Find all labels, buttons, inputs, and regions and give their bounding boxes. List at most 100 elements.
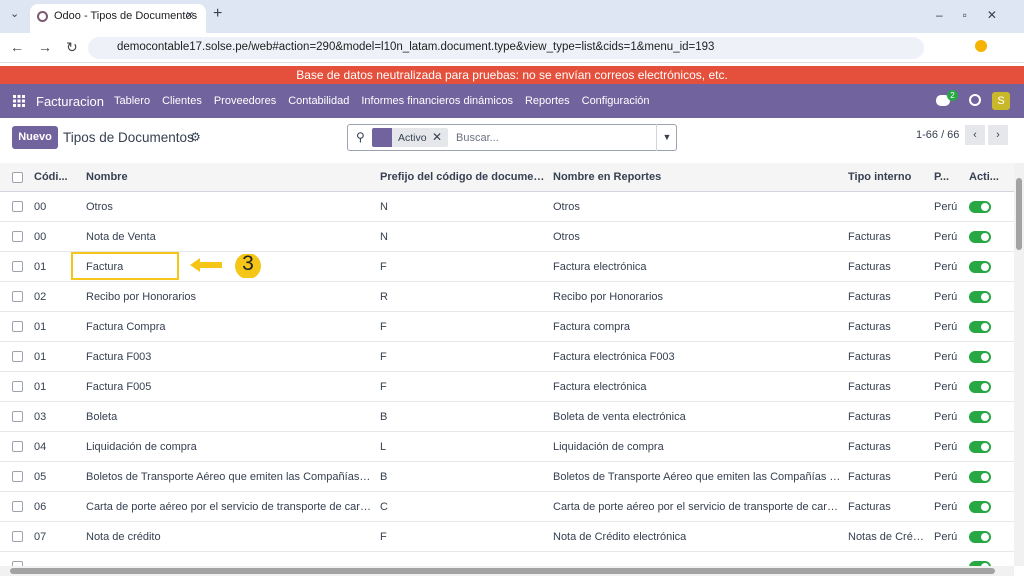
column-header[interactable]: P... xyxy=(934,171,950,183)
menu-item[interactable]: Tablero xyxy=(114,95,151,107)
facet-icon xyxy=(372,128,392,147)
search-box[interactable] xyxy=(347,124,677,151)
list-row[interactable]: 03 Boleta B Boleta de venta electrónica Fact… xyxy=(0,402,1014,432)
cell: Facturas xyxy=(848,351,891,363)
cell: Notas de Crédi... xyxy=(848,531,928,543)
cell: Facturas xyxy=(848,441,891,453)
profile[interactable] xyxy=(975,40,987,52)
row-checkbox[interactable] xyxy=(12,501,23,512)
active-toggle[interactable] xyxy=(969,441,991,453)
menu-item[interactable]: Contabilidad xyxy=(288,95,350,107)
cell: 00 xyxy=(34,201,47,213)
h-scroll-thumb[interactable] xyxy=(10,568,995,574)
list-row[interactable]: 02 Recibo por Honorarios R Recibo por Honor… xyxy=(0,282,1014,312)
menu-item[interactable]: Informes financieros dinámicos xyxy=(361,95,513,107)
cell: Perú xyxy=(934,411,958,423)
chat-icon[interactable] xyxy=(936,95,950,106)
menu-item[interactable]: Reportes xyxy=(524,95,570,107)
cell: Factura F003 xyxy=(86,351,152,363)
v-scroll-thumb[interactable] xyxy=(1016,178,1022,250)
row-checkbox[interactable] xyxy=(12,261,23,272)
cell: Nota de Venta xyxy=(86,231,156,243)
active-toggle[interactable] xyxy=(969,501,991,513)
cell: 05 xyxy=(34,471,47,483)
column-header[interactable]: Nombre xyxy=(86,171,128,183)
active-toggle[interactable] xyxy=(969,471,991,483)
cell: Facturas xyxy=(848,321,891,333)
active-toggle[interactable] xyxy=(969,531,991,543)
activity-icon[interactable] xyxy=(969,94,981,106)
list-row[interactable]: 04 Liquidación de compra L Liquidación de c… xyxy=(0,432,1014,462)
list-row[interactable]: 00 Otros N Otros Perú xyxy=(0,192,1014,222)
row-checkbox[interactable] xyxy=(12,531,23,542)
menu-item[interactable]: Configuración xyxy=(581,95,650,107)
list-row[interactable]: 07 Nota de crédito F Nota de Crédito electr… xyxy=(0,522,1014,552)
active-toggle[interactable] xyxy=(969,321,991,333)
menu-item[interactable]: Proveedores xyxy=(213,95,277,107)
select-all[interactable] xyxy=(12,172,23,183)
cell: Recibo por Honorarios xyxy=(86,291,197,303)
list-row[interactable]: 01 Factura F005 F Factura electrónica Factur… xyxy=(0,372,1014,402)
address-bar[interactable] xyxy=(88,37,924,59)
search-placeholder[interactable]: Buscar... xyxy=(456,132,499,144)
pager-next[interactable]: › xyxy=(988,125,1008,145)
menu-item[interactable]: Clientes xyxy=(162,95,202,107)
column-header[interactable]: Nombre en Reportes xyxy=(553,171,662,183)
cell: Factura electrónica xyxy=(553,381,647,393)
row-checkbox[interactable] xyxy=(12,201,23,212)
row-checkbox[interactable] xyxy=(12,381,23,392)
active-toggle[interactable] xyxy=(969,201,991,213)
list-row[interactable]: 06 Carta de porte aéreo por el servicio d… xyxy=(0,492,1014,522)
apps-icon[interactable] xyxy=(13,95,25,107)
pager-prev[interactable]: ‹ xyxy=(965,125,985,145)
cell: F xyxy=(380,531,387,543)
tab-close[interactable]: × xyxy=(186,7,194,22)
active-toggle[interactable] xyxy=(969,351,991,363)
cell: 01 xyxy=(34,351,47,363)
cell: 01 xyxy=(34,261,47,273)
list-row[interactable]: 01 Factura Compra F Factura compra Facturas P… xyxy=(0,312,1014,342)
column-header[interactable]: Prefijo del código de documen... xyxy=(380,171,545,183)
nav-buttons[interactable]: ←→↻ xyxy=(10,39,92,55)
list-row[interactable]: 05 Boletos de Transporte Aéreo que emiten… xyxy=(0,462,1014,492)
new-button[interactable]: Nuevo xyxy=(12,126,58,149)
avatar[interactable]: S xyxy=(992,92,1010,110)
list-row[interactable]: 00 Nota de Venta N Otros Facturas Perú xyxy=(0,222,1014,252)
row-checkbox[interactable] xyxy=(12,351,23,362)
active-toggle[interactable] xyxy=(969,561,991,566)
cell: Factura electrónica F003 xyxy=(553,351,675,363)
row-checkbox[interactable] xyxy=(12,561,23,566)
cell: Factura F005 xyxy=(86,381,152,393)
row-checkbox[interactable] xyxy=(12,321,23,332)
tab-menu[interactable]: ⌄ xyxy=(10,8,20,20)
search-toggle[interactable]: ▼ xyxy=(656,124,677,151)
row-checkbox[interactable] xyxy=(12,471,23,482)
cell: F xyxy=(380,321,387,333)
facet-remove[interactable]: ✕ xyxy=(432,130,443,144)
active-toggle[interactable] xyxy=(969,231,991,243)
cell: Boletos de Transporte Aéreo que emiten l… xyxy=(553,471,843,483)
column-header[interactable]: Acti... xyxy=(969,171,999,183)
active-toggle[interactable] xyxy=(969,261,991,273)
list-row[interactable]: 01 Factura F003 F Factura electrónica F003 F… xyxy=(0,342,1014,372)
window-controls[interactable]: –▫✕ xyxy=(936,8,1017,22)
highlight-box xyxy=(71,252,179,280)
cell: Facturas xyxy=(848,411,891,423)
cell: Recibo por Honorarios xyxy=(553,291,664,303)
gear-icon[interactable]: ⚙ xyxy=(190,130,201,144)
tab[interactable] xyxy=(30,4,206,33)
list-row[interactable]: 01 Factura F Factura electrónica Facturas Per… xyxy=(0,252,1014,282)
row-checkbox[interactable] xyxy=(12,411,23,422)
row-checkbox[interactable] xyxy=(12,291,23,302)
column-header[interactable]: Tipo interno xyxy=(848,171,912,183)
new-tab[interactable]: + xyxy=(213,5,223,22)
column-header[interactable]: Códi... xyxy=(34,171,68,183)
row-checkbox[interactable] xyxy=(12,441,23,452)
active-toggle[interactable] xyxy=(969,291,991,303)
list-row[interactable] xyxy=(0,552,1014,566)
cell: N xyxy=(380,231,388,243)
active-toggle[interactable] xyxy=(969,411,991,423)
active-toggle[interactable] xyxy=(969,381,991,393)
row-checkbox[interactable] xyxy=(12,231,23,242)
app-name[interactable]: Facturacion xyxy=(36,94,104,109)
